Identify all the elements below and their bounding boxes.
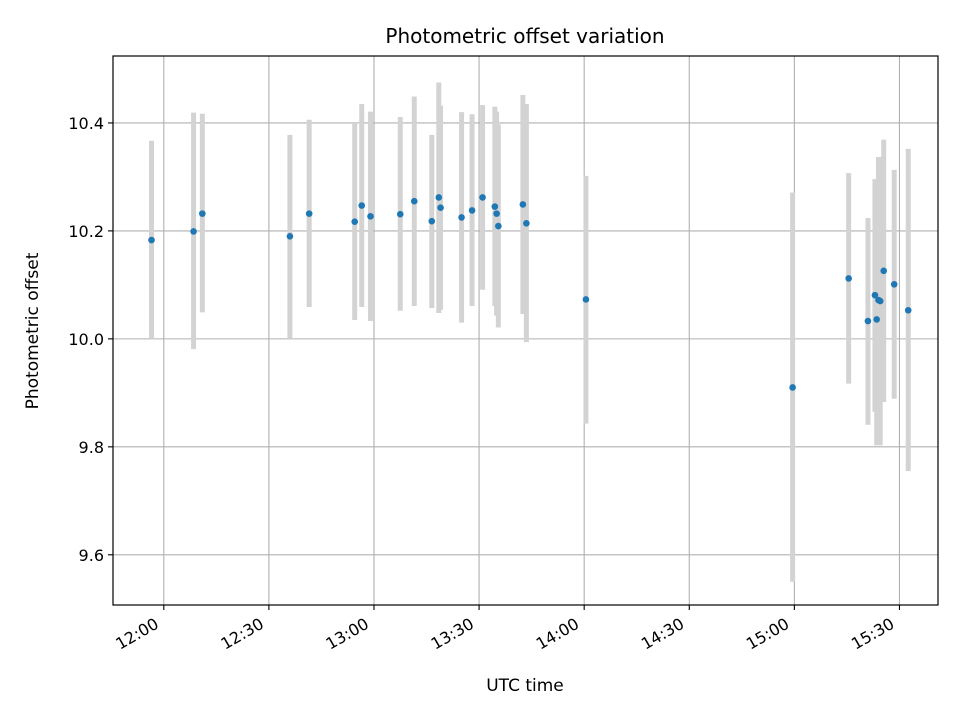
- data-point: [491, 203, 499, 210]
- x-axis-label: UTC time: [486, 676, 564, 696]
- y-tick-label: 9.6: [79, 546, 104, 565]
- y-tick-label: 10.2: [68, 222, 104, 241]
- data-point: [789, 384, 796, 391]
- data-point: [873, 316, 880, 323]
- data-point: [904, 306, 912, 314]
- y-axis-label: Photometric offset: [23, 252, 43, 409]
- y-axis-ticks: 9.6 9.8 10.0 10.2 10.4: [68, 114, 113, 565]
- data-point: [468, 207, 476, 214]
- data-point: [890, 281, 898, 288]
- data-point: [495, 222, 502, 230]
- data-point: [367, 213, 374, 220]
- plot-area-frame: [112, 55, 939, 606]
- data-point: [435, 194, 443, 201]
- data-point: [871, 291, 879, 299]
- data-point: [479, 194, 486, 201]
- y-tick-label: 10.4: [68, 114, 104, 133]
- data-point: [493, 210, 500, 217]
- data-point: [582, 296, 590, 303]
- data-point: [523, 220, 530, 227]
- data-point: [199, 210, 206, 217]
- data-point: [864, 317, 872, 325]
- data-point: [305, 210, 313, 217]
- data-point: [519, 201, 527, 208]
- data-point: [880, 267, 888, 275]
- chart-title: Photometric offset variation: [385, 24, 664, 48]
- data-point: [396, 210, 404, 218]
- data-point: [410, 197, 418, 205]
- data-point: [190, 228, 197, 235]
- y-tick-label: 10.0: [68, 330, 104, 349]
- data-point: [845, 275, 852, 282]
- data-points: [148, 194, 912, 391]
- data-point: [358, 202, 366, 209]
- data-point: [876, 297, 884, 305]
- data-point: [458, 214, 465, 221]
- data-point: [148, 236, 155, 244]
- data-point: [286, 233, 294, 240]
- data-point: [351, 218, 359, 226]
- y-tick-label: 9.8: [79, 438, 104, 457]
- data-point: [437, 204, 444, 211]
- data-point: [428, 217, 436, 225]
